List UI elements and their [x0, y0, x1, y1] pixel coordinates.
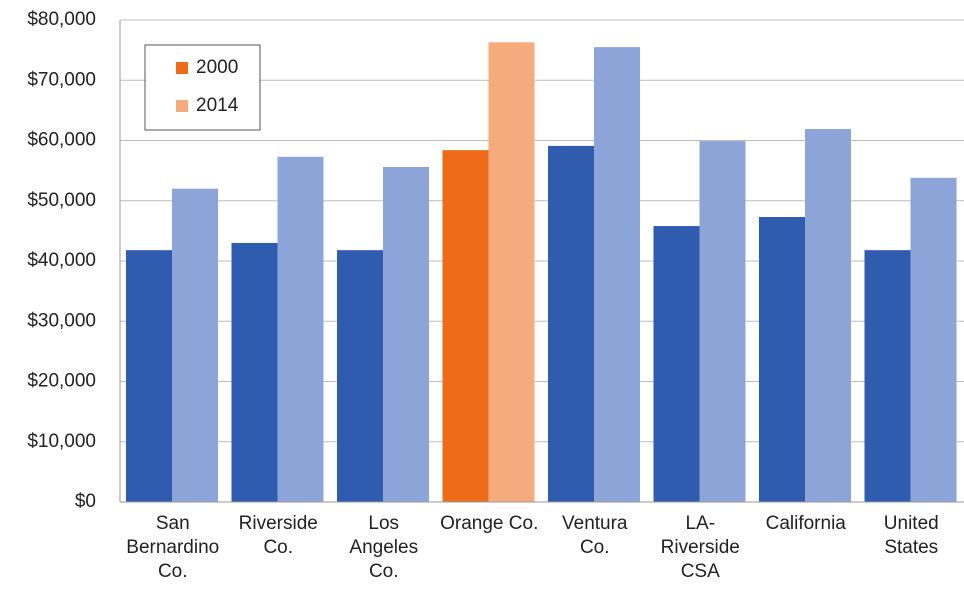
x-tick-label: Los Angeles Co.	[349, 513, 419, 582]
legend-label: 2014	[196, 95, 239, 116]
legend: 2000 2014	[144, 44, 261, 131]
x-tick-label: United States	[883, 513, 939, 558]
bar	[910, 177, 957, 503]
y-tick-label: $80,000	[27, 9, 96, 30]
x-tick-label: Riverside Co.	[238, 513, 318, 558]
bar	[383, 167, 429, 502]
y-tick-label: $30,000	[27, 310, 96, 331]
x-tick-label: Orange Co.	[440, 513, 539, 534]
y-tick-label: $50,000	[27, 190, 96, 211]
bar	[231, 242, 278, 503]
x-tick-label: LA-Riverside CSA	[660, 513, 740, 582]
bar	[337, 250, 383, 502]
x-tick-label: Ventura Co.	[562, 513, 628, 558]
legend-swatch	[176, 62, 188, 74]
legend-swatch	[176, 100, 188, 112]
bar	[864, 250, 911, 502]
bar	[488, 42, 535, 502]
legend-label: 2000	[196, 57, 238, 78]
bar	[759, 217, 805, 502]
bar	[442, 150, 489, 502]
bar	[126, 250, 172, 502]
bar	[594, 47, 640, 503]
legend-box	[144, 44, 261, 131]
y-tick-label: $0	[75, 491, 96, 512]
y-tick-label: $10,000	[27, 431, 96, 452]
y-tick-label: $40,000	[27, 250, 96, 271]
bar	[653, 226, 700, 502]
bar	[548, 145, 594, 503]
x-tick-label: California	[765, 513, 846, 534]
bar	[699, 141, 746, 503]
y-tick-label: $20,000	[27, 371, 96, 392]
bar	[277, 156, 324, 502]
y-tick-label: $70,000	[27, 69, 96, 90]
bar	[805, 129, 851, 503]
x-tick-label: San Bernardino Co.	[126, 513, 220, 582]
y-tick-label: $60,000	[27, 130, 96, 151]
bar	[172, 188, 218, 502]
